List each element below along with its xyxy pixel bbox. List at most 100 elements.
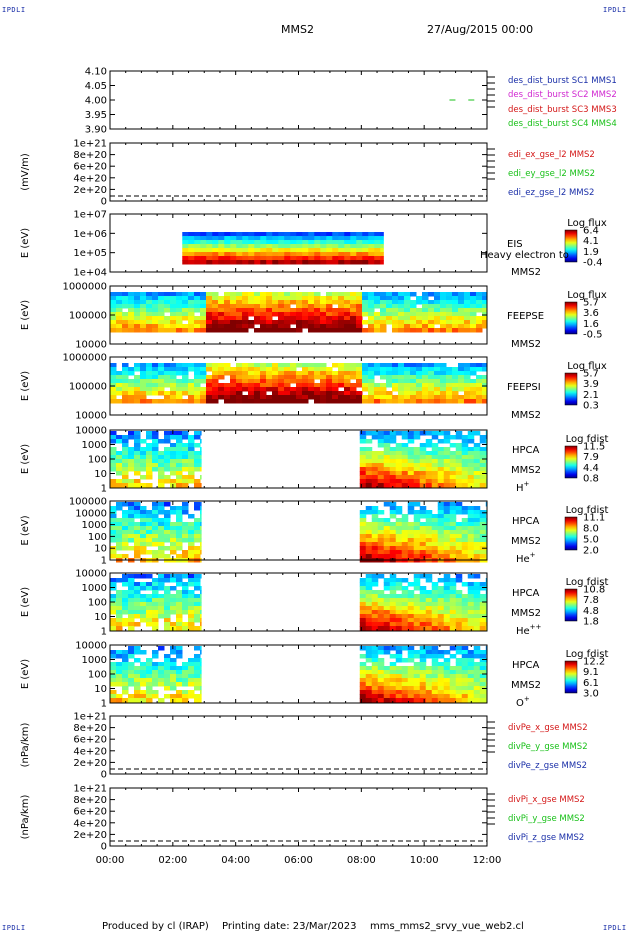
spectrogram-cell xyxy=(413,475,421,480)
spectrogram-cell xyxy=(404,308,411,313)
spectrogram-cell xyxy=(146,534,153,539)
spectrogram-cell xyxy=(344,304,351,309)
spectrogram-cell xyxy=(140,363,147,368)
spectrogram-cell xyxy=(479,510,487,515)
spectrogram-cell xyxy=(194,686,201,691)
spectrogram-cell xyxy=(182,391,189,396)
spectrogram-cell xyxy=(140,510,147,515)
spectrogram-cell xyxy=(455,590,463,595)
spectrogram-cell xyxy=(437,622,445,627)
spectrogram-cell xyxy=(218,296,225,301)
spectrogram-cell xyxy=(122,546,129,551)
spectrogram-cell xyxy=(170,324,177,329)
spectrogram-cell xyxy=(476,379,483,384)
spectrogram-cell xyxy=(140,674,147,679)
panel-eis-colorbar-tick: -0.4 xyxy=(583,258,603,269)
spectrogram-cell xyxy=(467,626,475,631)
spectrogram-cell xyxy=(236,300,243,305)
spectrogram-cell xyxy=(122,578,129,583)
spectrogram-cell xyxy=(437,506,445,511)
spectrogram-cell xyxy=(455,690,463,695)
spectrogram-cell xyxy=(194,379,201,384)
spectrogram-cell xyxy=(449,606,457,611)
spectrogram-cell xyxy=(236,395,243,400)
spectrogram-cell xyxy=(302,312,309,317)
spectrogram-cell xyxy=(332,240,339,245)
spectrogram-cell xyxy=(338,256,345,261)
spectrogram-cell xyxy=(266,260,273,265)
spectrogram-cell xyxy=(389,686,397,691)
spectrogram-cell xyxy=(134,586,141,591)
spectrogram-cell xyxy=(272,232,279,237)
spectrogram-cell xyxy=(368,320,375,325)
spectrogram-cell xyxy=(386,296,393,301)
spectrogram-cell xyxy=(389,506,397,511)
spectrogram-cell xyxy=(164,475,171,480)
spectrogram-cell xyxy=(443,614,451,619)
spectrogram-cell xyxy=(182,690,189,695)
spectrogram-cell xyxy=(344,248,351,253)
spectrogram-cell xyxy=(365,586,373,591)
spectrogram-cell xyxy=(308,248,315,253)
spectrogram-cell xyxy=(452,312,459,317)
spectrogram-cell xyxy=(158,502,165,507)
spectrogram-cell xyxy=(224,328,231,333)
spectrogram-cell xyxy=(242,328,249,333)
spectrogram-cell xyxy=(476,399,483,404)
spectrogram-cell xyxy=(359,618,367,623)
spectrogram-cell xyxy=(395,658,403,663)
spectrogram-cell xyxy=(284,248,291,253)
spectrogram-cell xyxy=(128,526,135,531)
spectrogram-cell xyxy=(200,328,207,333)
spectrogram-cell xyxy=(437,471,445,476)
panel-hpca_o-colorbar-title: Log fdist xyxy=(566,649,609,660)
spectrogram-cell xyxy=(482,296,488,301)
spectrogram-cell xyxy=(194,670,201,675)
spectrogram-cell xyxy=(194,252,201,257)
spectrogram-cell xyxy=(122,522,129,527)
spectrogram-cell xyxy=(356,232,363,237)
spectrogram-cell xyxy=(365,698,373,703)
spectrogram-cell xyxy=(467,590,475,595)
spectrogram-cell xyxy=(338,316,345,321)
spectrogram-cell xyxy=(380,240,384,245)
spectrogram-cell xyxy=(437,674,445,679)
spectrogram-cell xyxy=(428,399,435,404)
spectrogram-cell xyxy=(146,447,153,452)
spectrogram-cell xyxy=(449,690,457,695)
panel-eis-ylabel: E (eV) xyxy=(20,228,31,258)
spectrogram-cell xyxy=(407,534,415,539)
spectrogram-cell xyxy=(374,252,381,257)
spectrogram-cell xyxy=(338,395,345,400)
spectrogram-cell xyxy=(176,479,183,484)
panel-eis-colorbar-tick: 4.1 xyxy=(583,236,599,247)
spectrogram-cell xyxy=(437,694,445,699)
panel-hpca_o-colorbar-tick: 3.0 xyxy=(583,689,599,700)
spectrogram-cell xyxy=(368,379,375,384)
spectrogram-cell xyxy=(254,256,261,261)
spectrogram-cell xyxy=(461,658,469,663)
spectrogram-cell xyxy=(377,483,385,488)
spectrogram-cell xyxy=(446,387,453,392)
spectrogram-cell xyxy=(377,694,385,699)
spectrogram-cell xyxy=(476,308,483,313)
spectrogram-cell xyxy=(140,399,147,404)
spectrogram-cell xyxy=(122,590,129,595)
spectrogram-cell xyxy=(140,304,147,309)
spectrogram-cell xyxy=(449,514,457,519)
spectrogram-cell xyxy=(449,618,457,623)
spectrogram-cell xyxy=(380,232,384,237)
spectrogram-cell xyxy=(230,252,237,257)
spectrogram-cell xyxy=(158,602,165,607)
spectrogram-cell xyxy=(455,610,463,615)
spectrogram-cell xyxy=(374,304,381,309)
spectrogram-cell xyxy=(248,240,255,245)
spectrogram-cell xyxy=(224,308,231,313)
spectrogram-cell xyxy=(266,256,273,261)
spectrogram-cell xyxy=(164,654,171,659)
spectrogram-cell xyxy=(134,674,141,679)
spectrogram-cell xyxy=(398,324,405,329)
spectrogram-cell xyxy=(140,467,147,472)
spectrogram-cell xyxy=(413,538,421,543)
spectrogram-cell xyxy=(128,626,135,631)
